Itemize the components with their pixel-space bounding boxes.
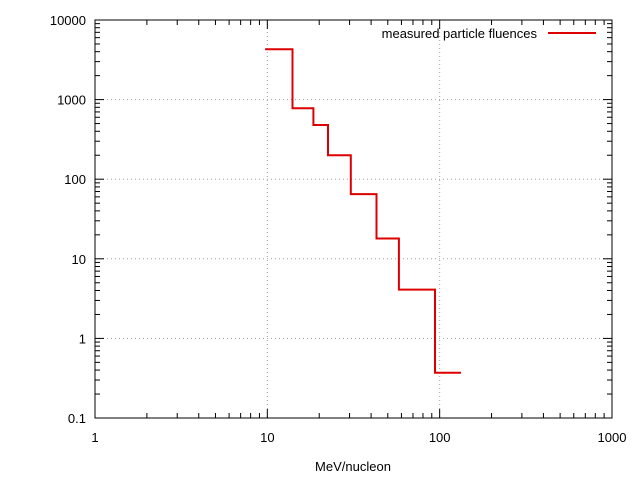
series-step-line <box>265 48 461 374</box>
series-bin-point <box>363 193 365 195</box>
y-tick-label: 100 <box>64 172 86 187</box>
series-bin-point <box>320 124 322 126</box>
y-tick-label: 10000 <box>50 13 86 28</box>
series-bin-point <box>447 372 449 374</box>
grid-layer <box>95 20 612 418</box>
series-bin-point <box>338 154 340 156</box>
legend-label: measured particle fluences <box>382 26 538 41</box>
y-tick-label: 1 <box>79 331 86 346</box>
y-tick-label: 10 <box>72 252 86 267</box>
series-layer <box>265 48 461 374</box>
tick-labels-layer: 1 10 100 1000 0.1 1 10 100 1000 10000 <box>50 13 627 445</box>
series-bin-point <box>302 107 304 109</box>
y-tick-label: 1000 <box>57 93 86 108</box>
x-tick-label: 1000 <box>598 430 627 445</box>
series-bin-point <box>387 238 389 239</box>
x-tick-label: 1 <box>91 430 98 445</box>
y-tick-label: 0.1 <box>68 411 86 426</box>
series-bin-point <box>278 48 280 50</box>
ticks-layer <box>94 19 613 419</box>
series-bin-point <box>416 289 418 291</box>
x-tick-label: 10 <box>260 430 274 445</box>
x-tick-label: 100 <box>429 430 451 445</box>
plot-frame <box>94 19 613 419</box>
x-axis-label: MeV/nucleon <box>315 459 391 474</box>
legend: measured particle fluences <box>382 26 596 41</box>
